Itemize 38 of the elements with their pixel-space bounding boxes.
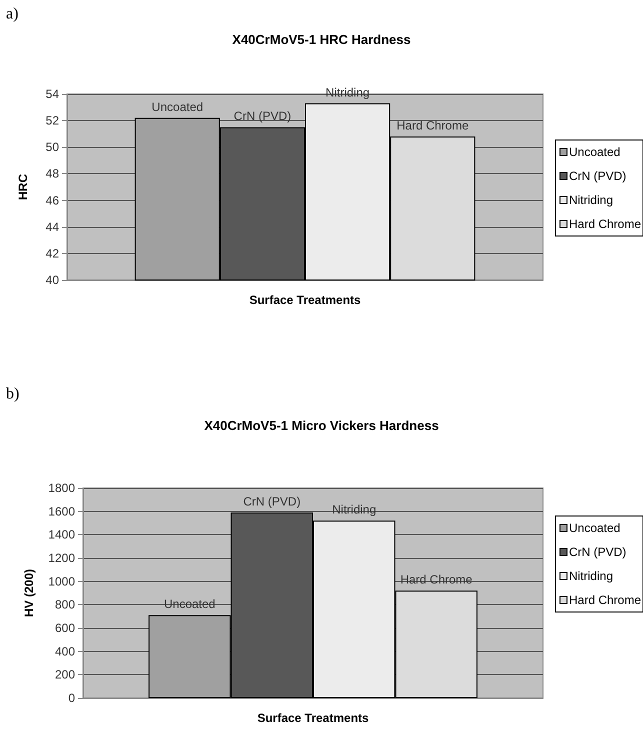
y-tick-label: 46 [46,193,60,208]
legend-label: Nitriding [568,569,613,583]
legend-label: Uncoated [568,145,620,159]
y-tick-label: 400 [54,644,76,658]
y-tick-label: 600 [54,621,76,635]
y-tick-label: 1800 [48,481,76,495]
y-tick-label: 42 [46,246,60,260]
y-tick-label: 1600 [48,504,76,518]
y-axis-title: HV (200) [22,568,36,618]
y-tick-label: 50 [46,140,60,154]
y-tick-label: 48 [46,166,60,181]
y-tick-label: 40 [46,273,60,287]
x-axis-title: Surface Treatments [249,293,362,307]
y-tick-label: 0 [68,691,76,705]
legend-label: Hard Chrome [568,593,642,607]
legend-label: Hard Chrome [568,217,642,231]
y-tick-label: 200 [54,668,76,682]
y-tick-label: 1200 [48,551,76,565]
y-tick-label: 1400 [48,528,76,542]
y-axis-title: HRC [16,174,30,200]
legend-label: CrN (PVD) [568,545,626,559]
y-tick-label: 1000 [48,574,76,588]
legend-label: CrN (PVD) [568,169,626,183]
x-axis-title: Surface Treatments [257,711,370,725]
y-tick-label: 52 [46,114,60,128]
text: Hard Chrome [396,118,469,133]
legend-label: Uncoated [568,521,620,535]
text: b) [6,386,20,402]
legend-label: Nitriding [568,193,613,207]
text: a) [6,6,18,22]
y-tick-label: 44 [46,220,60,234]
text: Uncoated [152,100,204,114]
text: CrN (PVD) [234,109,292,124]
text: CrN (PVD) [243,494,301,508]
chart-title: X40CrMoV5-1 Micro Vickers Hardness [204,418,439,433]
y-tick-label: 800 [54,598,76,612]
y-tick-label: 54 [46,87,60,101]
chart-title: X40CrMoV5-1 HRC Hardness [232,32,411,47]
